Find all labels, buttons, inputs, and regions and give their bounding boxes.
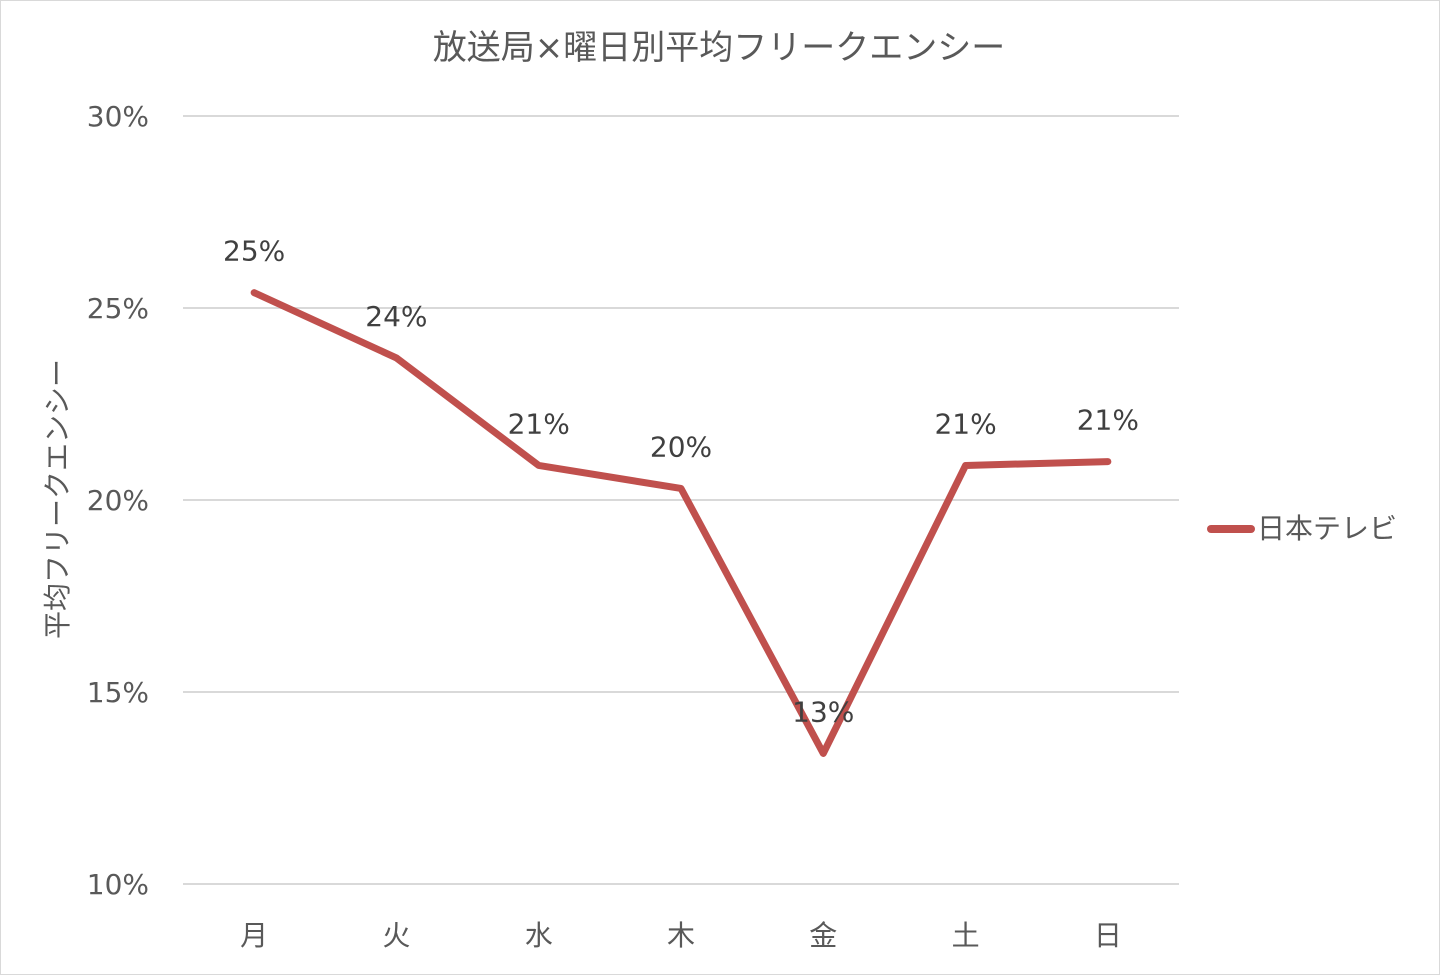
x-tick-label: 火 xyxy=(382,919,410,952)
y-tick-label: 30% xyxy=(87,100,149,133)
legend: 日本テレビ xyxy=(1207,512,1397,545)
x-tick-label: 土 xyxy=(952,919,980,952)
x-tick-label: 水 xyxy=(525,919,553,952)
y-axis-ticks: 10% 15% 20% 25% 30% xyxy=(87,100,149,901)
y-tick-label: 15% xyxy=(87,676,149,709)
y-tick-label: 20% xyxy=(87,484,149,517)
chart-title: 放送局×曜日別平均フリークエンシー xyxy=(433,28,1006,68)
data-label: 20% xyxy=(650,430,712,463)
x-tick-label: 金 xyxy=(809,919,837,952)
data-label: 25% xyxy=(223,235,285,268)
data-label: 21% xyxy=(508,407,570,440)
series-line xyxy=(250,289,1112,757)
data-labels: 25% 24% 21% 20% 13% 21% 21% xyxy=(223,235,1139,729)
x-tick-label: 月 xyxy=(240,919,268,952)
legend-label: 日本テレビ xyxy=(1257,512,1397,545)
data-label: 21% xyxy=(1077,404,1139,437)
series-layer xyxy=(250,289,1112,757)
y-tick-label: 25% xyxy=(87,292,149,325)
gridlines xyxy=(183,115,1179,885)
data-label: 21% xyxy=(934,407,996,440)
data-label: 13% xyxy=(792,695,854,728)
x-axis-ticks: 月火水木金土日 xyxy=(240,919,1122,952)
y-axis-title: 平均フリークエンシー xyxy=(41,359,74,639)
y-tick-label: 10% xyxy=(87,868,149,901)
data-label: 24% xyxy=(365,300,427,333)
x-tick-label: 木 xyxy=(667,919,695,952)
x-tick-label: 日 xyxy=(1094,919,1122,952)
